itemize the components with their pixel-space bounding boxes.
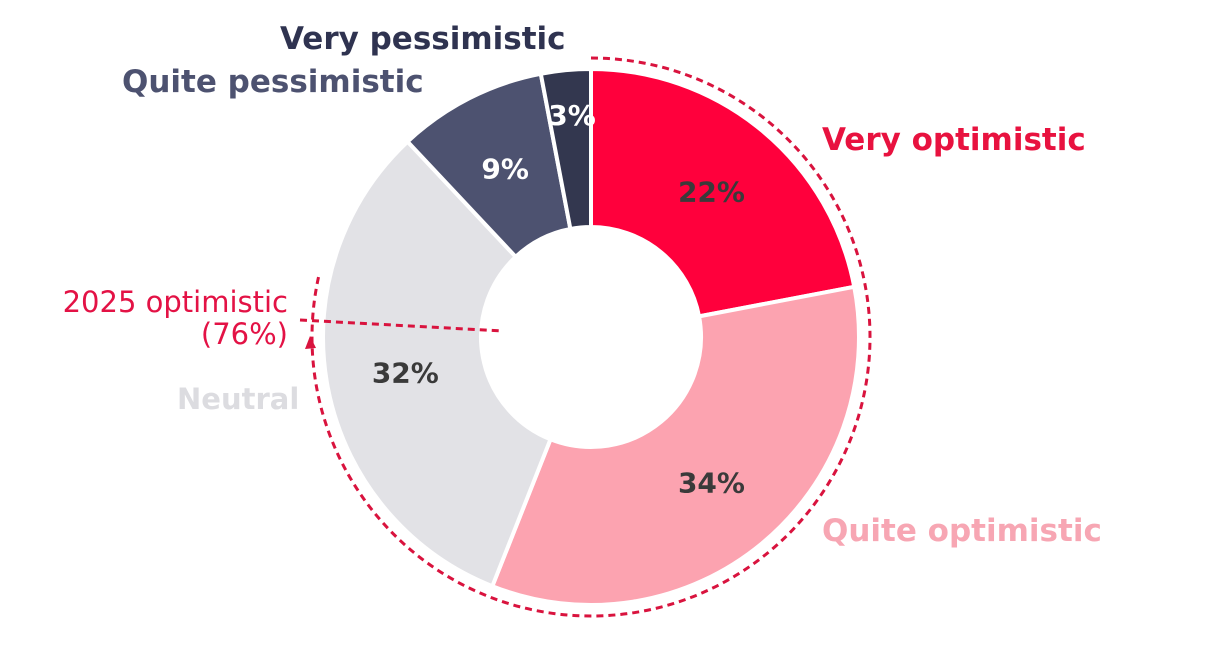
slice-neutral bbox=[321, 138, 554, 589]
slice-value-very-optimistic: 22% bbox=[678, 175, 745, 208]
annotation-line1: 2025 optimistic bbox=[62, 285, 288, 319]
slice-value-quite-pessimistic: 9% bbox=[481, 153, 529, 186]
slice-quite-optimistic bbox=[489, 284, 861, 607]
slice-value-very-pessimistic: 3% bbox=[548, 99, 596, 132]
label-very-optimistic: Very optimistic bbox=[822, 122, 1086, 158]
label-very-pessimistic: Very pessimistic bbox=[280, 21, 566, 57]
optimistic-annotation-arc bbox=[299, 56, 872, 618]
slice-value-labels: 22% 34% 32% 9% 3% bbox=[372, 99, 745, 500]
annotation-line2: (76%) bbox=[200, 317, 288, 352]
label-quite-optimistic: Quite optimistic bbox=[822, 513, 1102, 549]
label-quite-pessimistic: Quite pessimistic bbox=[122, 64, 424, 100]
annotation-2025-optimistic: 2025 optimistic (76%) bbox=[63, 286, 288, 351]
slice-very-pessimistic bbox=[538, 66, 593, 232]
annotation-leader-line bbox=[299, 318, 504, 333]
slice-value-neutral: 32% bbox=[372, 356, 439, 389]
label-neutral: Neutral bbox=[177, 382, 300, 416]
donut-slices bbox=[321, 66, 861, 607]
slice-very-optimistic bbox=[589, 66, 857, 319]
slice-value-quite-optimistic: 34% bbox=[678, 467, 745, 500]
arrowhead-icon bbox=[305, 336, 316, 349]
